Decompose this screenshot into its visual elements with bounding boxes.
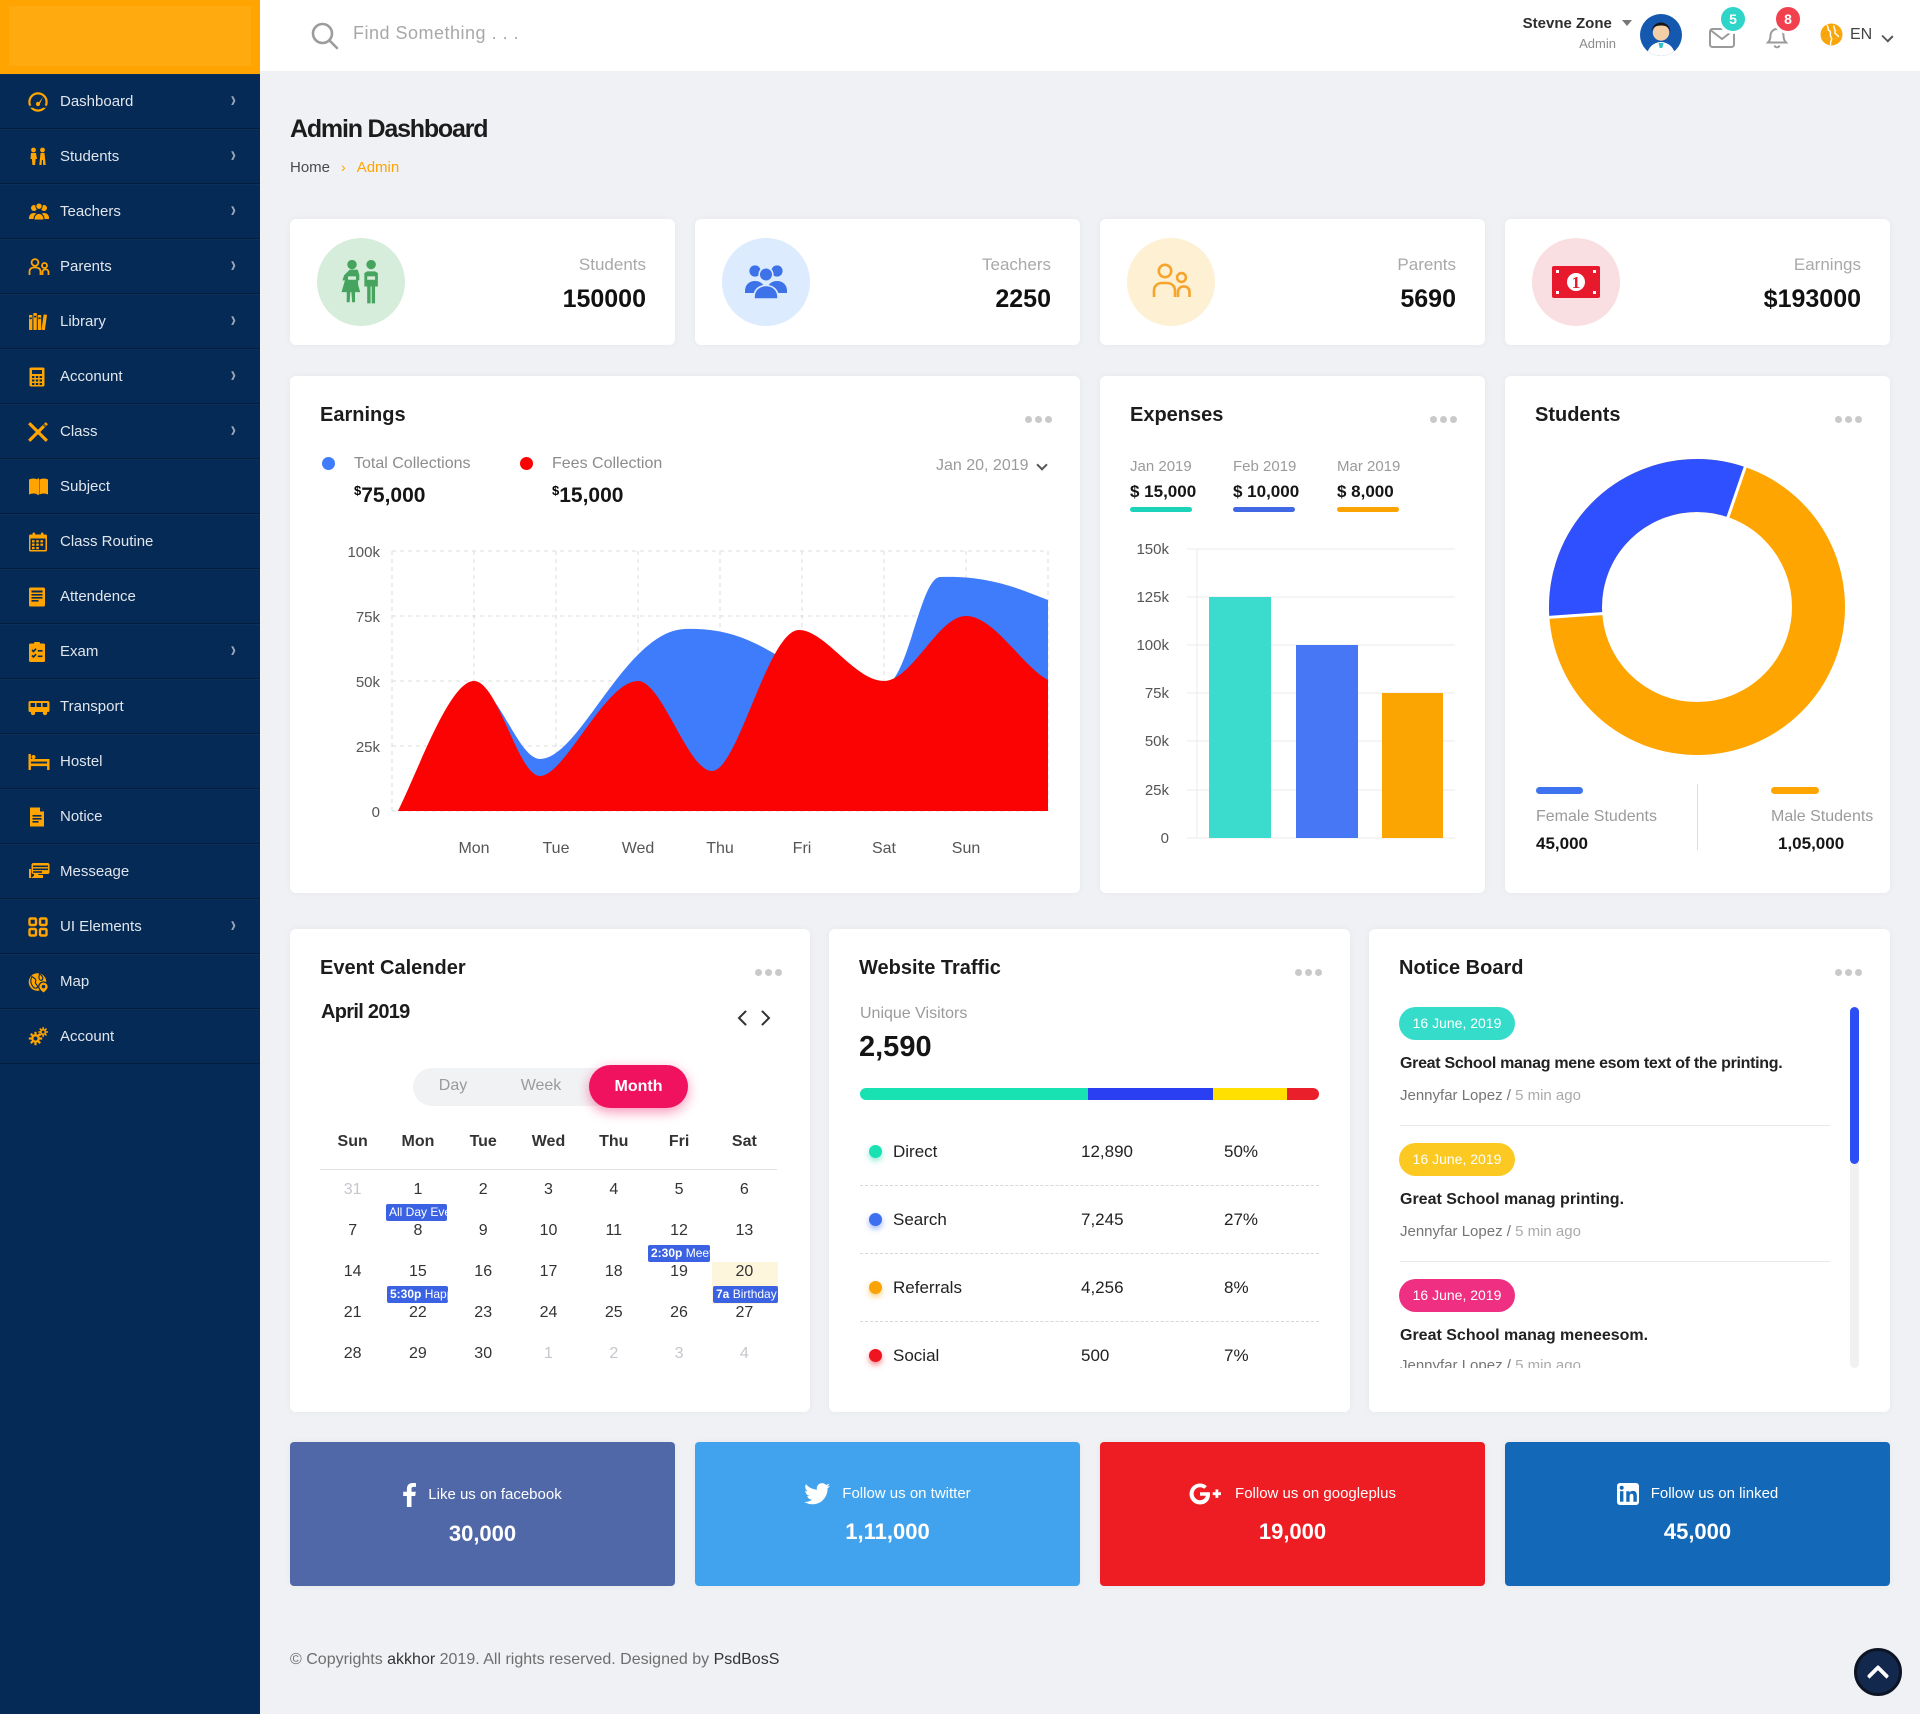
svg-text:50k: 50k	[1145, 733, 1170, 750]
svg-text:Sat: Sat	[872, 840, 897, 857]
svg-text:0: 0	[372, 804, 380, 821]
svg-text:Thu: Thu	[706, 840, 734, 857]
svg-text:50k: 50k	[356, 674, 381, 691]
svg-text:25k: 25k	[1145, 782, 1170, 799]
svg-text:100k: 100k	[347, 544, 380, 561]
svg-text:Fri: Fri	[793, 840, 812, 857]
svg-text:75k: 75k	[356, 609, 381, 626]
svg-text:1: 1	[1572, 273, 1581, 292]
svg-text:25k: 25k	[356, 739, 381, 756]
svg-text:Tue: Tue	[543, 840, 570, 857]
svg-text:100k: 100k	[1136, 637, 1169, 654]
svg-text:125k: 125k	[1136, 589, 1169, 606]
svg-text:Mon: Mon	[458, 840, 489, 857]
svg-text:75k: 75k	[1145, 685, 1170, 702]
svg-text:150k: 150k	[1136, 541, 1169, 558]
svg-text:Wed: Wed	[622, 840, 655, 857]
svg-text:0: 0	[1161, 830, 1169, 847]
svg-text:Sun: Sun	[952, 840, 980, 857]
